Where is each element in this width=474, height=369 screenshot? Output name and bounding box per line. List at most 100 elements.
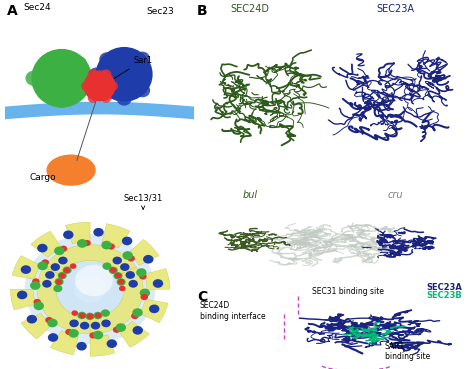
Ellipse shape <box>117 48 132 61</box>
Text: SEC24D
binding interface: SEC24D binding interface <box>200 301 265 321</box>
Ellipse shape <box>132 308 143 317</box>
Ellipse shape <box>101 241 112 249</box>
Text: Sar1: Sar1 <box>108 56 153 83</box>
Ellipse shape <box>54 92 70 108</box>
Ellipse shape <box>113 327 120 333</box>
Ellipse shape <box>133 326 143 335</box>
Ellipse shape <box>58 256 68 265</box>
Ellipse shape <box>118 279 124 284</box>
Ellipse shape <box>42 280 52 288</box>
Ellipse shape <box>112 256 122 265</box>
Ellipse shape <box>131 313 139 319</box>
Polygon shape <box>5 102 194 119</box>
Ellipse shape <box>54 259 126 320</box>
Ellipse shape <box>30 281 40 290</box>
Polygon shape <box>90 335 115 356</box>
Ellipse shape <box>88 93 98 103</box>
Ellipse shape <box>53 285 63 292</box>
Polygon shape <box>65 222 90 244</box>
Polygon shape <box>144 269 170 289</box>
Ellipse shape <box>96 47 153 102</box>
Ellipse shape <box>136 268 146 277</box>
Ellipse shape <box>51 263 60 271</box>
Ellipse shape <box>81 81 91 91</box>
Ellipse shape <box>47 319 58 327</box>
Text: Sec13/31: Sec13/31 <box>124 194 163 209</box>
Ellipse shape <box>63 266 72 274</box>
Ellipse shape <box>93 228 104 237</box>
Ellipse shape <box>32 278 40 284</box>
Ellipse shape <box>113 272 123 279</box>
Ellipse shape <box>137 68 152 81</box>
Text: SEC23B: SEC23B <box>427 290 462 300</box>
Ellipse shape <box>45 271 55 279</box>
Ellipse shape <box>93 331 103 339</box>
Ellipse shape <box>93 312 102 319</box>
Polygon shape <box>44 245 136 275</box>
Ellipse shape <box>128 280 138 288</box>
Ellipse shape <box>60 246 67 252</box>
Ellipse shape <box>64 268 70 273</box>
Ellipse shape <box>54 246 64 255</box>
Text: SEC31 binding site: SEC31 binding site <box>312 287 384 296</box>
Text: Cargo: Cargo <box>29 173 56 182</box>
Ellipse shape <box>72 310 78 316</box>
Ellipse shape <box>85 313 94 320</box>
Ellipse shape <box>76 342 87 351</box>
Ellipse shape <box>69 320 79 327</box>
Ellipse shape <box>21 265 31 274</box>
Polygon shape <box>37 267 90 334</box>
Ellipse shape <box>83 240 91 246</box>
Text: A: A <box>7 4 18 18</box>
Polygon shape <box>12 256 41 279</box>
Ellipse shape <box>38 83 55 99</box>
Text: Sec24: Sec24 <box>23 3 51 12</box>
Ellipse shape <box>116 323 126 332</box>
Ellipse shape <box>83 70 116 102</box>
Ellipse shape <box>135 84 150 97</box>
Ellipse shape <box>31 49 92 108</box>
Ellipse shape <box>101 309 110 317</box>
Ellipse shape <box>77 239 87 248</box>
Ellipse shape <box>88 69 98 79</box>
Ellipse shape <box>135 52 150 65</box>
Ellipse shape <box>119 286 126 291</box>
Ellipse shape <box>140 289 150 297</box>
Ellipse shape <box>108 81 118 91</box>
Ellipse shape <box>101 320 111 327</box>
Ellipse shape <box>37 262 48 270</box>
Ellipse shape <box>41 259 49 266</box>
Text: Sec23: Sec23 <box>146 7 174 16</box>
Ellipse shape <box>107 244 115 249</box>
Ellipse shape <box>26 70 44 86</box>
Ellipse shape <box>68 329 79 338</box>
Polygon shape <box>31 231 62 257</box>
Ellipse shape <box>120 263 129 271</box>
Ellipse shape <box>101 93 111 103</box>
Ellipse shape <box>117 92 132 106</box>
Polygon shape <box>118 321 149 347</box>
Text: SAR1
binding site: SAR1 binding site <box>384 342 430 361</box>
Ellipse shape <box>63 231 73 239</box>
Ellipse shape <box>115 273 121 278</box>
Ellipse shape <box>37 244 47 252</box>
Ellipse shape <box>25 234 155 344</box>
Ellipse shape <box>139 273 146 280</box>
Ellipse shape <box>70 263 76 269</box>
Ellipse shape <box>126 271 135 279</box>
Ellipse shape <box>79 313 86 318</box>
Ellipse shape <box>95 313 101 318</box>
Polygon shape <box>102 224 130 248</box>
Polygon shape <box>90 267 143 334</box>
Text: SEC23A: SEC23A <box>427 283 462 292</box>
Ellipse shape <box>109 267 118 274</box>
Ellipse shape <box>87 314 93 319</box>
Ellipse shape <box>34 301 44 310</box>
Polygon shape <box>139 299 168 323</box>
Ellipse shape <box>74 276 106 303</box>
Text: cru: cru <box>388 190 403 200</box>
Ellipse shape <box>140 294 148 300</box>
Ellipse shape <box>122 237 132 245</box>
Ellipse shape <box>143 255 154 263</box>
Ellipse shape <box>65 329 73 335</box>
